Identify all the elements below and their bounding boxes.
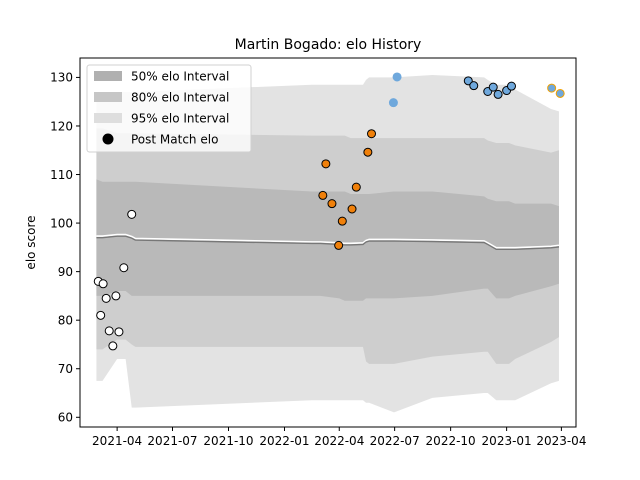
plot-area [93,72,565,413]
elo-point-s2-0 [388,98,398,108]
legend-label-1: 80% elo Interval [131,90,229,104]
elo-point-s1-2 [327,199,337,209]
y-tick-label-2: 80 [58,313,73,327]
legend: 50% elo Interval 80% elo Interval 95% elo … [86,64,252,153]
y-axis-label: elo score [24,215,38,269]
median-highlight-line [96,233,560,249]
axes: 2021-04 2021-07 2021-10 2022-01 2022-04 2022-… [50,71,586,448]
elo-point-s1-3 [334,240,344,250]
elo-point-s0-9 [127,209,137,219]
legend-swatch-2 [94,113,122,123]
elo-point-s0-6 [111,291,121,301]
elo-point-s0-8 [119,263,129,273]
x-tick-label-1: 2021-07 [147,434,197,448]
x-tick-label-5: 2022-07 [370,434,420,448]
elo-point-s0-5 [108,341,118,351]
chart-title: Martin Bogado: elo History [235,37,422,53]
elo-point-s0-1 [96,310,106,320]
x-tick-label-2: 2021-10 [203,434,253,448]
elo-point-s0-7 [114,327,124,337]
legend-swatch-1 [94,92,122,102]
x-tick-label-4: 2022-04 [314,434,364,448]
band-50-interval [96,179,559,301]
elo-point-s1-0 [318,190,328,200]
elo-point-s3-3 [488,82,498,92]
elo-point-s1-8 [367,129,377,139]
elo-point-s1-1 [321,159,331,169]
median-elo-line [96,235,560,250]
legend-box [86,64,252,153]
y-tick-label-1: 70 [58,362,73,376]
elo-point-s4-1 [555,88,565,98]
elo-point-s3-6 [506,81,516,91]
elo-point-s1-7 [363,147,373,157]
legend-label-2: 95% elo Interval [131,111,229,125]
elo-point-s1-5 [347,204,357,214]
elo-point-s1-4 [337,216,347,226]
elo-point-s2-1 [392,72,402,82]
y-tick-label-5: 110 [50,168,73,182]
elo-point-s0-3 [101,293,111,303]
y-tick-label-3: 90 [58,265,73,279]
elo-point-s4-0 [547,83,557,93]
x-tick-label-6: 2022-10 [426,434,476,448]
y-tick-label-4: 100 [50,216,73,230]
axes-frame [79,57,577,428]
elo-point-s3-1 [469,81,479,91]
y-tick-label-6: 120 [50,119,73,133]
x-tick-label-0: 2021-04 [92,434,142,448]
legend-label-3: Post Match elo [131,132,218,146]
elo-point-s1-6 [351,182,361,192]
elo-point-s0-2 [98,279,108,289]
legend-label-0: 50% elo Interval [131,69,229,83]
y-tick-label-7: 130 [50,71,73,85]
y-tick-label-0: 60 [58,411,73,425]
legend-marker-3 [102,133,114,145]
legend-swatch-0 [94,71,122,81]
elo-point-s0-4 [104,326,114,336]
x-tick-label-7: 2023-01 [482,434,532,448]
elo-point-s3-4 [493,89,503,99]
x-tick-label-8: 2023-04 [536,434,586,448]
x-tick-label-3: 2022-01 [259,434,309,448]
